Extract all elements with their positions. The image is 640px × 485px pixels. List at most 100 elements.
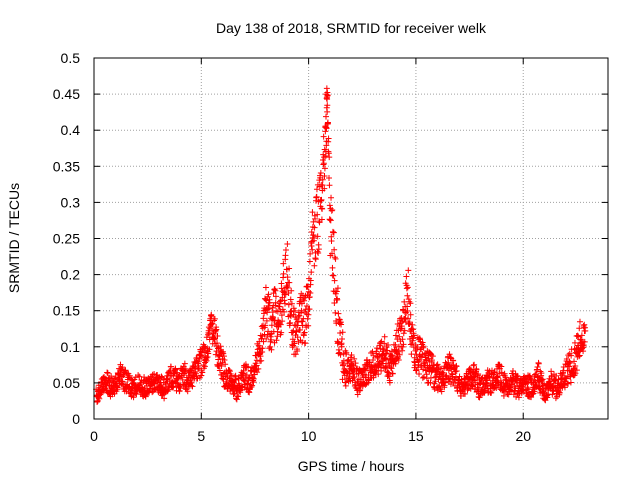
data-point bbox=[174, 369, 181, 376]
data-point bbox=[425, 355, 432, 362]
data-point bbox=[407, 300, 414, 307]
y-tick-label: 0.5 bbox=[61, 50, 81, 66]
data-point bbox=[209, 325, 216, 332]
data-point bbox=[417, 346, 424, 353]
data-point bbox=[464, 381, 471, 388]
x-tick-label: 15 bbox=[408, 428, 424, 444]
y-tick-label: 0.45 bbox=[53, 86, 80, 102]
data-point bbox=[277, 321, 284, 328]
data-point bbox=[199, 353, 206, 360]
data-point bbox=[313, 186, 320, 193]
data-point bbox=[195, 365, 202, 372]
data-point bbox=[317, 169, 324, 176]
data-point bbox=[211, 315, 218, 322]
data-point bbox=[335, 310, 342, 317]
data-point bbox=[581, 321, 588, 328]
data-point bbox=[373, 348, 380, 355]
data-point bbox=[334, 285, 341, 292]
data-point bbox=[308, 228, 315, 235]
data-point bbox=[274, 328, 281, 335]
data-point bbox=[329, 207, 336, 214]
y-tick-label: 0.25 bbox=[53, 231, 80, 247]
data-point bbox=[328, 194, 335, 201]
data-point bbox=[368, 350, 375, 357]
data-point bbox=[245, 363, 252, 370]
data-point bbox=[388, 365, 395, 372]
data-point bbox=[431, 380, 438, 387]
data-point bbox=[184, 388, 191, 395]
data-point bbox=[331, 246, 338, 253]
data-point bbox=[281, 288, 288, 295]
data-point bbox=[226, 367, 233, 374]
data-point bbox=[509, 367, 516, 374]
data-point bbox=[385, 342, 392, 349]
data-point bbox=[300, 296, 307, 303]
data-point bbox=[496, 370, 503, 377]
data-point bbox=[406, 319, 413, 326]
data-point bbox=[104, 369, 111, 376]
data-point bbox=[220, 350, 227, 357]
data-point bbox=[230, 391, 237, 398]
data-point bbox=[534, 364, 541, 371]
data-point bbox=[416, 370, 423, 377]
data-point bbox=[327, 217, 334, 224]
data-point bbox=[319, 205, 326, 212]
data-point bbox=[533, 370, 540, 377]
data-point bbox=[321, 173, 328, 180]
data-point bbox=[473, 366, 480, 373]
data-point bbox=[406, 298, 413, 305]
data-point bbox=[287, 319, 294, 326]
data-point bbox=[132, 390, 139, 397]
data-point bbox=[292, 351, 299, 358]
data-point bbox=[404, 284, 411, 291]
data-point bbox=[332, 255, 339, 262]
data-point bbox=[324, 119, 331, 126]
data-point bbox=[170, 383, 177, 390]
data-point bbox=[294, 347, 301, 354]
data-point bbox=[565, 380, 572, 387]
data-point bbox=[320, 160, 327, 167]
data-point bbox=[338, 343, 345, 350]
data-point bbox=[377, 339, 384, 346]
data-point bbox=[578, 332, 585, 339]
data-point bbox=[333, 288, 340, 295]
data-point bbox=[168, 363, 175, 370]
data-point bbox=[288, 300, 295, 307]
data-point bbox=[426, 364, 433, 371]
x-tick-label: 5 bbox=[197, 428, 205, 444]
data-point bbox=[315, 250, 322, 257]
data-point bbox=[321, 165, 328, 172]
data-point bbox=[470, 362, 477, 369]
data-point bbox=[205, 350, 212, 357]
data-point bbox=[548, 368, 555, 375]
data-point bbox=[108, 373, 115, 380]
data-point bbox=[407, 311, 414, 318]
data-point bbox=[572, 370, 579, 377]
data-point bbox=[491, 369, 498, 376]
y-tick-label: 0.4 bbox=[61, 122, 81, 138]
x-tick-label: 20 bbox=[515, 428, 531, 444]
data-point bbox=[338, 335, 345, 342]
data-point bbox=[330, 229, 337, 236]
data-point bbox=[114, 384, 121, 391]
data-point bbox=[269, 309, 276, 316]
data-point bbox=[253, 362, 260, 369]
data-point bbox=[232, 376, 239, 383]
data-point bbox=[475, 370, 482, 377]
data-point bbox=[392, 332, 399, 339]
data-point bbox=[260, 315, 267, 322]
data-point bbox=[312, 256, 319, 263]
data-point bbox=[344, 357, 351, 364]
data-point bbox=[439, 369, 446, 376]
data-point bbox=[223, 378, 230, 385]
data-point bbox=[351, 374, 358, 381]
data-point bbox=[374, 353, 381, 360]
data-point bbox=[182, 365, 189, 372]
data-point bbox=[553, 372, 560, 379]
data-point bbox=[334, 296, 341, 303]
data-point bbox=[319, 182, 326, 189]
data-point bbox=[135, 372, 142, 379]
data-point bbox=[268, 336, 275, 343]
data-point bbox=[567, 359, 574, 366]
